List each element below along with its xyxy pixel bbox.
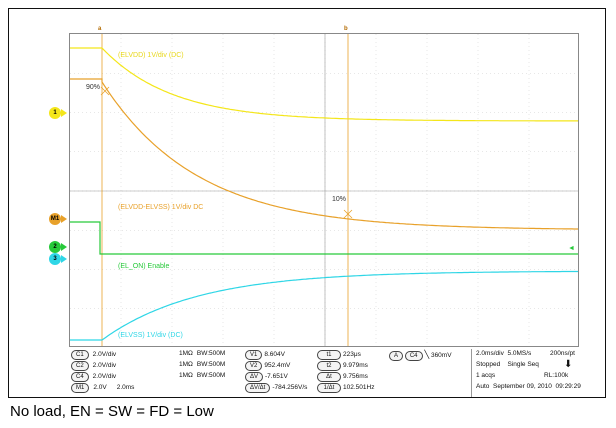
channel-scale: 2.0V/div	[92, 373, 117, 380]
figure-caption: No load, EN = SW = FD = Low	[10, 403, 214, 420]
sample-rate: 5.0MS/s	[507, 350, 532, 357]
measurement-row: ΔV/Δt -784.256V/s	[245, 383, 307, 393]
acq-state: Stopped	[476, 361, 501, 368]
measurement-row: V1 8.604V	[245, 350, 285, 360]
channel-impedance: 1MΩ BW:500M	[179, 361, 225, 368]
bandwidth-value: BW:500M	[196, 372, 226, 379]
measurement-value: 8.604V	[264, 351, 285, 358]
trigger-level-icon: ◄	[568, 245, 575, 252]
trace-green	[70, 221, 578, 255]
channel-scale: 2.0V	[93, 384, 107, 391]
cursor-b-handle[interactable]: b	[344, 26, 348, 32]
oscilloscope-frame: 1 M1 2 3 (ELVDD) 1V/div (DC) (EL	[8, 8, 606, 398]
channel-impedance: 1MΩ BW:500M	[179, 350, 225, 357]
impedance-value: 1MΩ	[179, 361, 193, 368]
time-measurement-row: Δt 9.756ms	[317, 372, 368, 382]
trigger-channel: C4	[404, 351, 423, 361]
time-stamp: 09:29:29	[555, 383, 581, 390]
acq-count: 1 acqs	[476, 372, 496, 379]
channel-scale: 2.0V/div	[92, 362, 117, 369]
channel-1-marker[interactable]: 1	[49, 107, 61, 119]
trigger-readout[interactable]: A C4 ╲ 360mV	[389, 350, 452, 361]
channel-row[interactable]: C2 2.0V/div	[71, 361, 116, 371]
percent-90-label: 90%	[86, 84, 101, 91]
time-measurement-value: 223μs	[343, 351, 361, 358]
channel-row[interactable]: C4 2.0V/div	[71, 372, 116, 382]
time-measurement-name: Δt	[317, 372, 341, 382]
date-stamp: September 09, 2010	[493, 383, 552, 390]
measurement-name: ΔV/Δt	[245, 383, 271, 393]
trigger-auto: Auto	[476, 383, 490, 390]
measurement-name: V1	[245, 350, 263, 360]
measurement-value: 952.4mV	[264, 362, 291, 369]
time-measurement-value: 102.501Hz	[343, 384, 375, 391]
measurement-value: -7.651V	[265, 373, 288, 380]
time-measurement-row: t1 223μs	[317, 350, 361, 360]
waveform-display[interactable]: (ELVDD) 1V/div (DC) (ELVDD-ELVSS) 1V/div…	[69, 33, 579, 347]
acq-mode: Single Seq	[507, 361, 539, 368]
channel-2-marker[interactable]: 2	[49, 241, 61, 253]
status-panel: C1 2.0V/div 1MΩ BW:500M C2 2.0V/div 1MΩ BW:500M…	[69, 349, 581, 399]
measurement-value: -784.256V/s	[272, 384, 308, 391]
time-measurement-name: 1/Δt	[317, 383, 341, 393]
channel-id: M1	[71, 383, 90, 393]
math-1-arrow-icon	[61, 215, 67, 223]
math-1-marker[interactable]: M1	[49, 213, 61, 225]
bandwidth-value: BW:500M	[196, 350, 226, 357]
channel-1-arrow-icon	[61, 109, 67, 117]
math-time: 2.0ms	[116, 384, 135, 391]
trace-label-el-on: (EL_ON) Enable	[118, 263, 170, 270]
time-measurement-value: 9.756ms	[343, 373, 368, 380]
time-measurement-name: t2	[317, 361, 341, 371]
time-measurement-row: 1/Δt 102.501Hz	[317, 383, 374, 393]
graticule	[70, 34, 578, 346]
timebase-scale: 2.0ms/div	[476, 350, 504, 357]
measurement-name: ΔV	[245, 372, 264, 382]
cursor-cross-90	[100, 86, 110, 96]
trigger-label: A	[389, 351, 404, 361]
impedance-value: 1MΩ	[179, 372, 193, 379]
channel-scale: 2.0V/div	[92, 351, 117, 358]
resolution: 200ns/pt	[550, 350, 575, 357]
trigger-level: 360mV	[430, 352, 452, 359]
timebase-panel[interactable]: 2.0ms/div 5.0MS/s 200ns/pt Stopped Singl…	[471, 349, 584, 397]
time-measurement-name: t1	[317, 350, 341, 360]
measurement-row: ΔV -7.651V	[245, 372, 288, 382]
time-measurement-value: 9.979ms	[343, 362, 368, 369]
channel-3-arrow-icon	[61, 255, 67, 263]
channel-3-marker[interactable]: 3	[49, 253, 61, 265]
graticule-center	[70, 34, 578, 346]
trigger-down-arrow-icon: ⬇	[564, 359, 573, 370]
channel-id: C4	[71, 372, 89, 382]
waveform-svg	[70, 34, 578, 346]
trace-yellow	[70, 47, 578, 122]
trace-label-elvdd: (ELVDD) 1V/div (DC)	[118, 52, 184, 59]
bandwidth-value: BW:500M	[196, 361, 226, 368]
impedance-value: 1MΩ	[179, 350, 193, 357]
measurement-name: V2	[245, 361, 263, 371]
channel-2-arrow-icon	[61, 243, 67, 251]
cursor-a-handle[interactable]: a	[98, 26, 102, 32]
channel-row[interactable]: M1 2.0V 2.0ms	[71, 383, 134, 393]
cursor-cross-10	[343, 209, 353, 219]
channel-id: C1	[71, 350, 89, 360]
percent-10-label: 10%	[332, 196, 347, 203]
channel-row[interactable]: C1 2.0V/div	[71, 350, 116, 360]
trigger-slope-icon: ╲	[424, 350, 430, 359]
trace-label-elvss: (ELVSS) 1V/div (DC)	[118, 332, 183, 339]
time-measurement-row: t2 9.979ms	[317, 361, 368, 371]
trace-orange	[70, 78, 578, 230]
measurement-row: V2 952.4mV	[245, 361, 290, 371]
trace-label-elvdd-elvss: (ELVDD-ELVSS) 1V/div DC	[118, 204, 204, 211]
channel-id: C2	[71, 361, 89, 371]
channel-impedance: 1MΩ BW:500M	[179, 372, 225, 379]
record-length: RL:100k	[544, 372, 569, 379]
trace-cyan	[70, 270, 578, 341]
